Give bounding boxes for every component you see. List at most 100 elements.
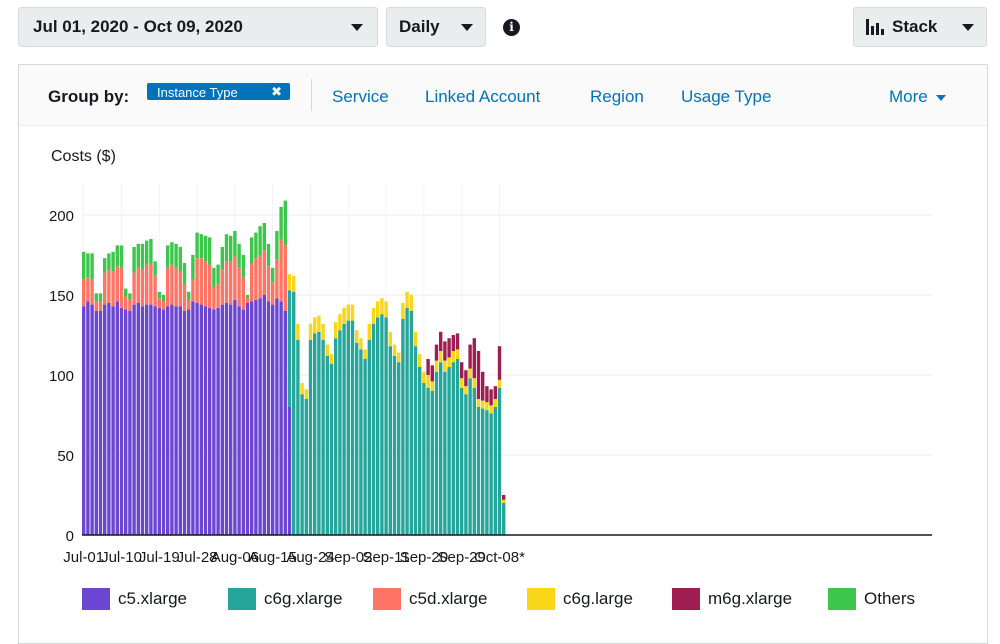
legend-item[interactable]: c6g.large: [527, 588, 633, 610]
bar-segment-c5d-xlarge[interactable]: [254, 258, 258, 300]
bar-segment-others[interactable]: [224, 234, 229, 262]
bar-segment-m6g-xlarge[interactable]: [493, 386, 497, 399]
granularity-dropdown[interactable]: Daily: [386, 7, 486, 47]
bar-segment-c5d-xlarge[interactable]: [237, 267, 241, 307]
bar-segment-others[interactable]: [250, 237, 254, 263]
bar-segment-c6g-xlarge[interactable]: [342, 323, 346, 535]
bar-segment-c5d-xlarge[interactable]: [224, 261, 229, 303]
bar-segment-c6g-large[interactable]: [338, 314, 342, 331]
bar-segment-c5-xlarge[interactable]: [107, 303, 111, 535]
bar-segment-c5d-xlarge[interactable]: [199, 258, 203, 305]
bar-segment-others[interactable]: [254, 232, 258, 259]
bar-segment-c6g-large[interactable]: [497, 379, 502, 388]
bar-segment-c5d-xlarge[interactable]: [124, 296, 128, 310]
bar-segment-c6g-large[interactable]: [422, 371, 426, 383]
bar-segment-c5-xlarge[interactable]: [271, 304, 275, 535]
bar-segment-c5-xlarge[interactable]: [254, 299, 258, 535]
bar-segment-others[interactable]: [136, 243, 140, 268]
bar-segment-c6g-xlarge[interactable]: [367, 339, 371, 535]
bar-segment-c6g-xlarge[interactable]: [355, 343, 359, 535]
info-icon[interactable]: i: [503, 19, 520, 36]
bar-segment-c5d-xlarge[interactable]: [107, 269, 111, 303]
bar-segment-c5d-xlarge[interactable]: [170, 264, 174, 305]
bar-segment-c6g-xlarge[interactable]: [346, 320, 350, 535]
bar-segment-c6g-large[interactable]: [485, 402, 489, 411]
bar-segment-c6g-xlarge[interactable]: [376, 317, 380, 535]
bar-segment-c6g-xlarge[interactable]: [317, 331, 321, 535]
legend-item[interactable]: c6g.xlarge: [228, 588, 342, 610]
bar-segment-m6g-xlarge[interactable]: [476, 351, 481, 399]
bar-segment-others[interactable]: [170, 242, 174, 265]
bar-segment-c5-xlarge[interactable]: [216, 307, 220, 535]
bar-segment-m6g-xlarge[interactable]: [447, 338, 451, 358]
bar-segment-c6g-large[interactable]: [481, 400, 485, 409]
bar-segment-c5-xlarge[interactable]: [128, 311, 132, 535]
bar-segment-c5-xlarge[interactable]: [124, 309, 128, 535]
bar-segment-c6g-xlarge[interactable]: [388, 346, 392, 535]
bar-segment-c6g-xlarge[interactable]: [359, 349, 363, 535]
bar-segment-others[interactable]: [166, 245, 170, 268]
group-by-selected-chip[interactable]: Instance Type ✖: [147, 83, 290, 100]
bar-segment-c6g-large[interactable]: [388, 331, 392, 347]
bar-segment-c6g-xlarge[interactable]: [325, 355, 329, 535]
bar-segment-others[interactable]: [161, 295, 166, 302]
bar-segment-c6g-large[interactable]: [300, 383, 304, 395]
bar-segment-c6g-xlarge[interactable]: [296, 339, 300, 535]
bar-segment-m6g-xlarge[interactable]: [489, 389, 493, 406]
bar-segment-c6g-xlarge[interactable]: [489, 413, 493, 535]
bar-segment-c5-xlarge[interactable]: [187, 309, 191, 535]
bar-segment-c6g-xlarge[interactable]: [472, 387, 476, 535]
bar-segment-c6g-large[interactable]: [287, 274, 292, 291]
group-option-linked-account[interactable]: Linked Account: [425, 87, 541, 106]
bar-segment-c6g-large[interactable]: [304, 389, 308, 399]
bar-segment-others[interactable]: [208, 237, 212, 265]
bar-segment-m6g-xlarge[interactable]: [439, 331, 443, 351]
date-range-picker[interactable]: Jul 01, 2020 - Oct 09, 2020: [18, 7, 378, 47]
bar-segment-c5-xlarge[interactable]: [191, 301, 195, 535]
bar-segment-c5d-xlarge[interactable]: [216, 283, 220, 308]
bar-segment-c6g-large[interactable]: [342, 307, 346, 324]
bar-segment-others[interactable]: [90, 253, 94, 279]
bar-segment-others[interactable]: [140, 243, 145, 270]
bar-segment-others[interactable]: [216, 264, 220, 284]
bar-segment-c5d-xlarge[interactable]: [161, 301, 166, 310]
bar-segment-c5d-xlarge[interactable]: [262, 250, 266, 295]
bar-segment-others[interactable]: [275, 231, 279, 260]
bar-segment-c5-xlarge[interactable]: [149, 304, 153, 535]
bar-segment-m6g-xlarge[interactable]: [430, 365, 434, 382]
bar-segment-c5d-xlarge[interactable]: [233, 256, 237, 300]
bar-segment-c5-xlarge[interactable]: [182, 311, 187, 535]
bar-segment-c6g-large[interactable]: [447, 357, 451, 367]
bar-segment-c6g-large[interactable]: [460, 378, 464, 388]
bar-segment-c5-xlarge[interactable]: [237, 306, 241, 535]
bar-segment-c6g-xlarge[interactable]: [481, 408, 485, 535]
bar-segment-c5-xlarge[interactable]: [86, 301, 90, 535]
bar-segment-c5-xlarge[interactable]: [103, 304, 107, 535]
bar-segment-c6g-xlarge[interactable]: [485, 410, 489, 535]
bar-segment-c6g-xlarge[interactable]: [392, 355, 397, 535]
bar-segment-c6g-xlarge[interactable]: [493, 407, 497, 535]
bar-segment-c6g-xlarge[interactable]: [422, 383, 426, 535]
bar-segment-others[interactable]: [187, 291, 191, 300]
bar-segment-c5-xlarge[interactable]: [157, 307, 161, 535]
group-option-region[interactable]: Region: [590, 87, 644, 106]
bar-segment-c6g-large[interactable]: [292, 275, 296, 292]
bar-segment-c5-xlarge[interactable]: [195, 303, 199, 535]
bar-segment-c5d-xlarge[interactable]: [178, 271, 182, 307]
bar-segment-c6g-large[interactable]: [376, 301, 380, 318]
bar-segment-c6g-large[interactable]: [439, 351, 443, 363]
bar-segment-m6g-xlarge[interactable]: [443, 341, 447, 361]
bar-segment-m6g-xlarge[interactable]: [460, 362, 464, 379]
bar-segment-m6g-xlarge[interactable]: [464, 370, 468, 387]
bar-segment-m6g-xlarge[interactable]: [481, 371, 485, 401]
bar-segment-others[interactable]: [132, 247, 136, 273]
bar-segment-c6g-xlarge[interactable]: [304, 399, 308, 535]
bar-segment-c5-xlarge[interactable]: [287, 407, 292, 535]
bar-segment-others[interactable]: [203, 235, 208, 262]
bar-segment-others[interactable]: [258, 226, 262, 255]
group-option-more[interactable]: More: [889, 87, 946, 107]
bar-segment-c5d-xlarge[interactable]: [86, 277, 90, 302]
bar-segment-c5d-xlarge[interactable]: [191, 279, 195, 302]
bar-segment-c5d-xlarge[interactable]: [271, 282, 275, 305]
legend-item[interactable]: c5d.xlarge: [373, 588, 487, 610]
